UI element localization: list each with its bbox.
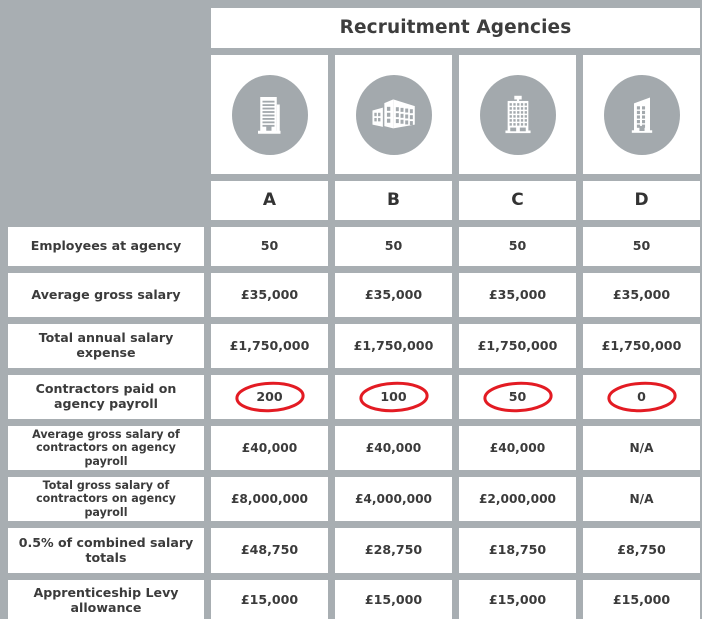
table-cell: £4,000,000	[335, 477, 452, 521]
office-building-windows-grid-icon	[479, 74, 556, 155]
cell-value: 50	[384, 238, 403, 254]
cell-value: £15,000	[488, 592, 547, 608]
cell-value: £40,000	[489, 440, 546, 455]
cell-value: £35,000	[488, 286, 547, 302]
agency-icon-cell-d	[583, 55, 700, 174]
row-label: Total gross salary of contractors on age…	[8, 477, 204, 521]
row-label: Apprenticeship Levy allowance	[8, 580, 204, 619]
table-cell: £40,000	[211, 426, 328, 470]
agency-icon-cell-c	[459, 55, 576, 174]
cell-value: 50	[632, 238, 651, 254]
table-cell: 0	[583, 375, 700, 419]
row-label: Total annual salary expense	[8, 324, 204, 368]
table-cell: N/A	[583, 426, 700, 470]
table-cell: £35,000	[335, 273, 452, 317]
agency-column-letter-d: D	[583, 181, 700, 220]
agency-icon-cell-a	[211, 55, 328, 174]
table-cell: £35,000	[459, 273, 576, 317]
table-corner-spacer	[8, 8, 204, 220]
cell-value: £1,750,000	[229, 337, 310, 353]
cell-value: £1,750,000	[477, 337, 558, 353]
cell-value: £1,750,000	[601, 337, 682, 353]
table-cell: 50	[583, 227, 700, 266]
cell-value: £15,000	[364, 592, 423, 608]
cell-value: £35,000	[240, 286, 299, 302]
table-cell: £1,750,000	[335, 324, 452, 368]
page-title: Recruitment Agencies	[211, 8, 700, 48]
cell-value: N/A	[629, 491, 654, 506]
table-cell: £18,750	[459, 528, 576, 573]
cell-value: £15,000	[240, 592, 299, 608]
table-grid: Recruitment Agencies A B C D Employees at ag…	[8, 8, 700, 619]
cell-value: £28,750	[364, 542, 423, 558]
table-cell: 50	[335, 227, 452, 266]
cell-value: £1,750,000	[353, 337, 434, 353]
table-cell: £15,000	[459, 580, 576, 619]
cell-value: N/A	[629, 440, 654, 455]
agency-column-letter-a: A	[211, 181, 328, 220]
table-cell: £28,750	[335, 528, 452, 573]
table-cell: £35,000	[583, 273, 700, 317]
table-cell: £1,750,000	[583, 324, 700, 368]
table-cell: £15,000	[211, 580, 328, 619]
cell-value: £35,000	[364, 286, 423, 302]
cell-value: £48,750	[240, 542, 299, 558]
table-cell: £1,750,000	[211, 324, 328, 368]
cell-value: £40,000	[241, 440, 298, 455]
table-cell: £40,000	[335, 426, 452, 470]
table-cell: 200	[211, 375, 328, 419]
table-cell: 50	[459, 227, 576, 266]
cell-value: 50	[260, 238, 279, 254]
table-cell: £8,000,000	[211, 477, 328, 521]
cell-value: 50	[508, 388, 527, 404]
agency-column-letter-c: C	[459, 181, 576, 220]
table-cell: £15,000	[335, 580, 452, 619]
cell-value: £8,000,000	[230, 491, 309, 506]
table-cell: 100	[335, 375, 452, 419]
table-cell: £8,750	[583, 528, 700, 573]
row-label: Employees at agency	[8, 227, 204, 266]
cell-value: £15,000	[612, 592, 671, 608]
table-cell: £40,000	[459, 426, 576, 470]
table-cell: £35,000	[211, 273, 328, 317]
cell-value: 200	[256, 388, 283, 404]
cell-value: 50	[508, 238, 527, 254]
table-cell: £1,750,000	[459, 324, 576, 368]
cell-value: 0	[637, 388, 646, 404]
row-label: Average gross salary	[8, 273, 204, 317]
cell-value: £35,000	[612, 286, 671, 302]
cell-value: £4,000,000	[354, 491, 433, 506]
office-building-slanted-roof-icon	[603, 74, 680, 155]
row-label: Average gross salary of contractors on a…	[8, 426, 204, 470]
cell-value: 100	[380, 388, 407, 404]
table-cell: N/A	[583, 477, 700, 521]
office-building-striped-icon	[231, 74, 308, 155]
cell-value: £18,750	[488, 542, 547, 558]
table-cell: 50	[459, 375, 576, 419]
row-label: 0.5% of combined salary totals	[8, 528, 204, 573]
cell-value: £40,000	[365, 440, 422, 455]
agency-column-letter-b: B	[335, 181, 452, 220]
table-cell: £15,000	[583, 580, 700, 619]
table-cell: £48,750	[211, 528, 328, 573]
agency-icon-cell-b	[335, 55, 452, 174]
row-label: Contractors paid on agency payroll	[8, 375, 204, 419]
cell-value: £2,000,000	[478, 491, 557, 506]
table-cell: 50	[211, 227, 328, 266]
cell-value: £8,750	[617, 542, 666, 558]
table-cell: £2,000,000	[459, 477, 576, 521]
office-building-perspective-icon	[355, 74, 432, 155]
